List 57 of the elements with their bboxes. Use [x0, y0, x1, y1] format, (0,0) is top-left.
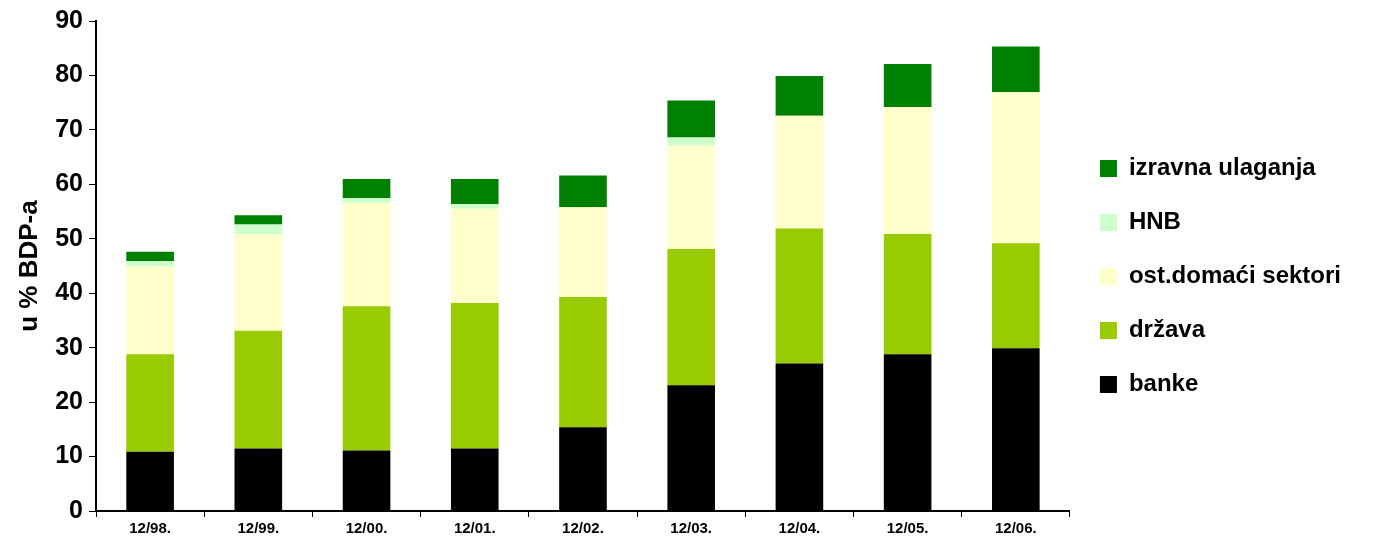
legend-label: država [1128, 315, 1206, 343]
bar [775, 228, 824, 364]
bar [450, 203, 499, 209]
x-tick-label: 12/04. [778, 519, 821, 537]
bar [234, 215, 283, 225]
bar [992, 243, 1040, 349]
bar [126, 354, 174, 452]
bar [883, 107, 932, 234]
bar [126, 251, 174, 262]
legend-label: ost.domaći sektori [1128, 261, 1341, 289]
bar [234, 233, 283, 331]
x-tick-label: 12/01. [453, 519, 496, 537]
x-tick-label: 12/05. [886, 519, 929, 537]
bar [883, 233, 932, 355]
bar [667, 137, 715, 146]
legend-label: izravna ulaganja [1128, 153, 1317, 181]
bar [234, 330, 283, 449]
x-tick-label: 12/03. [670, 519, 713, 537]
y-axis-title: u % BDP-a [12, 199, 43, 332]
bar [992, 92, 1040, 244]
bar [559, 207, 607, 298]
bar [342, 197, 391, 203]
y-tick-label: 70 [55, 113, 84, 142]
bar [450, 178, 499, 204]
x-tick-label: 12/00. [345, 519, 388, 537]
y-tick-label: 60 [55, 168, 84, 197]
bar [667, 249, 715, 386]
bar [126, 261, 174, 267]
bar [992, 46, 1040, 93]
bar [559, 297, 607, 428]
x-tick-label: 12/98. [129, 519, 171, 537]
y-tick-label: 40 [55, 277, 84, 306]
y-tick-label: 10 [55, 440, 84, 469]
bar [775, 75, 824, 116]
bar [775, 115, 824, 229]
y-tick-label: 0 [69, 494, 84, 523]
y-tick-label: 50 [55, 222, 84, 251]
x-tick-label: 12/06. [994, 519, 1037, 537]
bar [126, 266, 174, 355]
x-tick-label: 12/99. [237, 519, 280, 537]
bar [342, 306, 391, 451]
bar [342, 202, 391, 307]
y-tick-label: 20 [55, 386, 84, 414]
bar [883, 64, 932, 108]
legend-label: HNB [1128, 207, 1181, 235]
y-tick-label: 90 [55, 4, 84, 33]
bar [559, 175, 607, 208]
bar [450, 303, 499, 449]
bar [450, 208, 499, 304]
bar [667, 145, 715, 250]
bar [342, 178, 391, 198]
legend-label: banke [1128, 369, 1199, 397]
y-tick-label: 30 [55, 331, 84, 360]
x-tick-label: 12/02. [562, 519, 604, 537]
bar [667, 100, 715, 138]
bar [234, 224, 283, 234]
y-tick-label: 80 [55, 59, 84, 88]
